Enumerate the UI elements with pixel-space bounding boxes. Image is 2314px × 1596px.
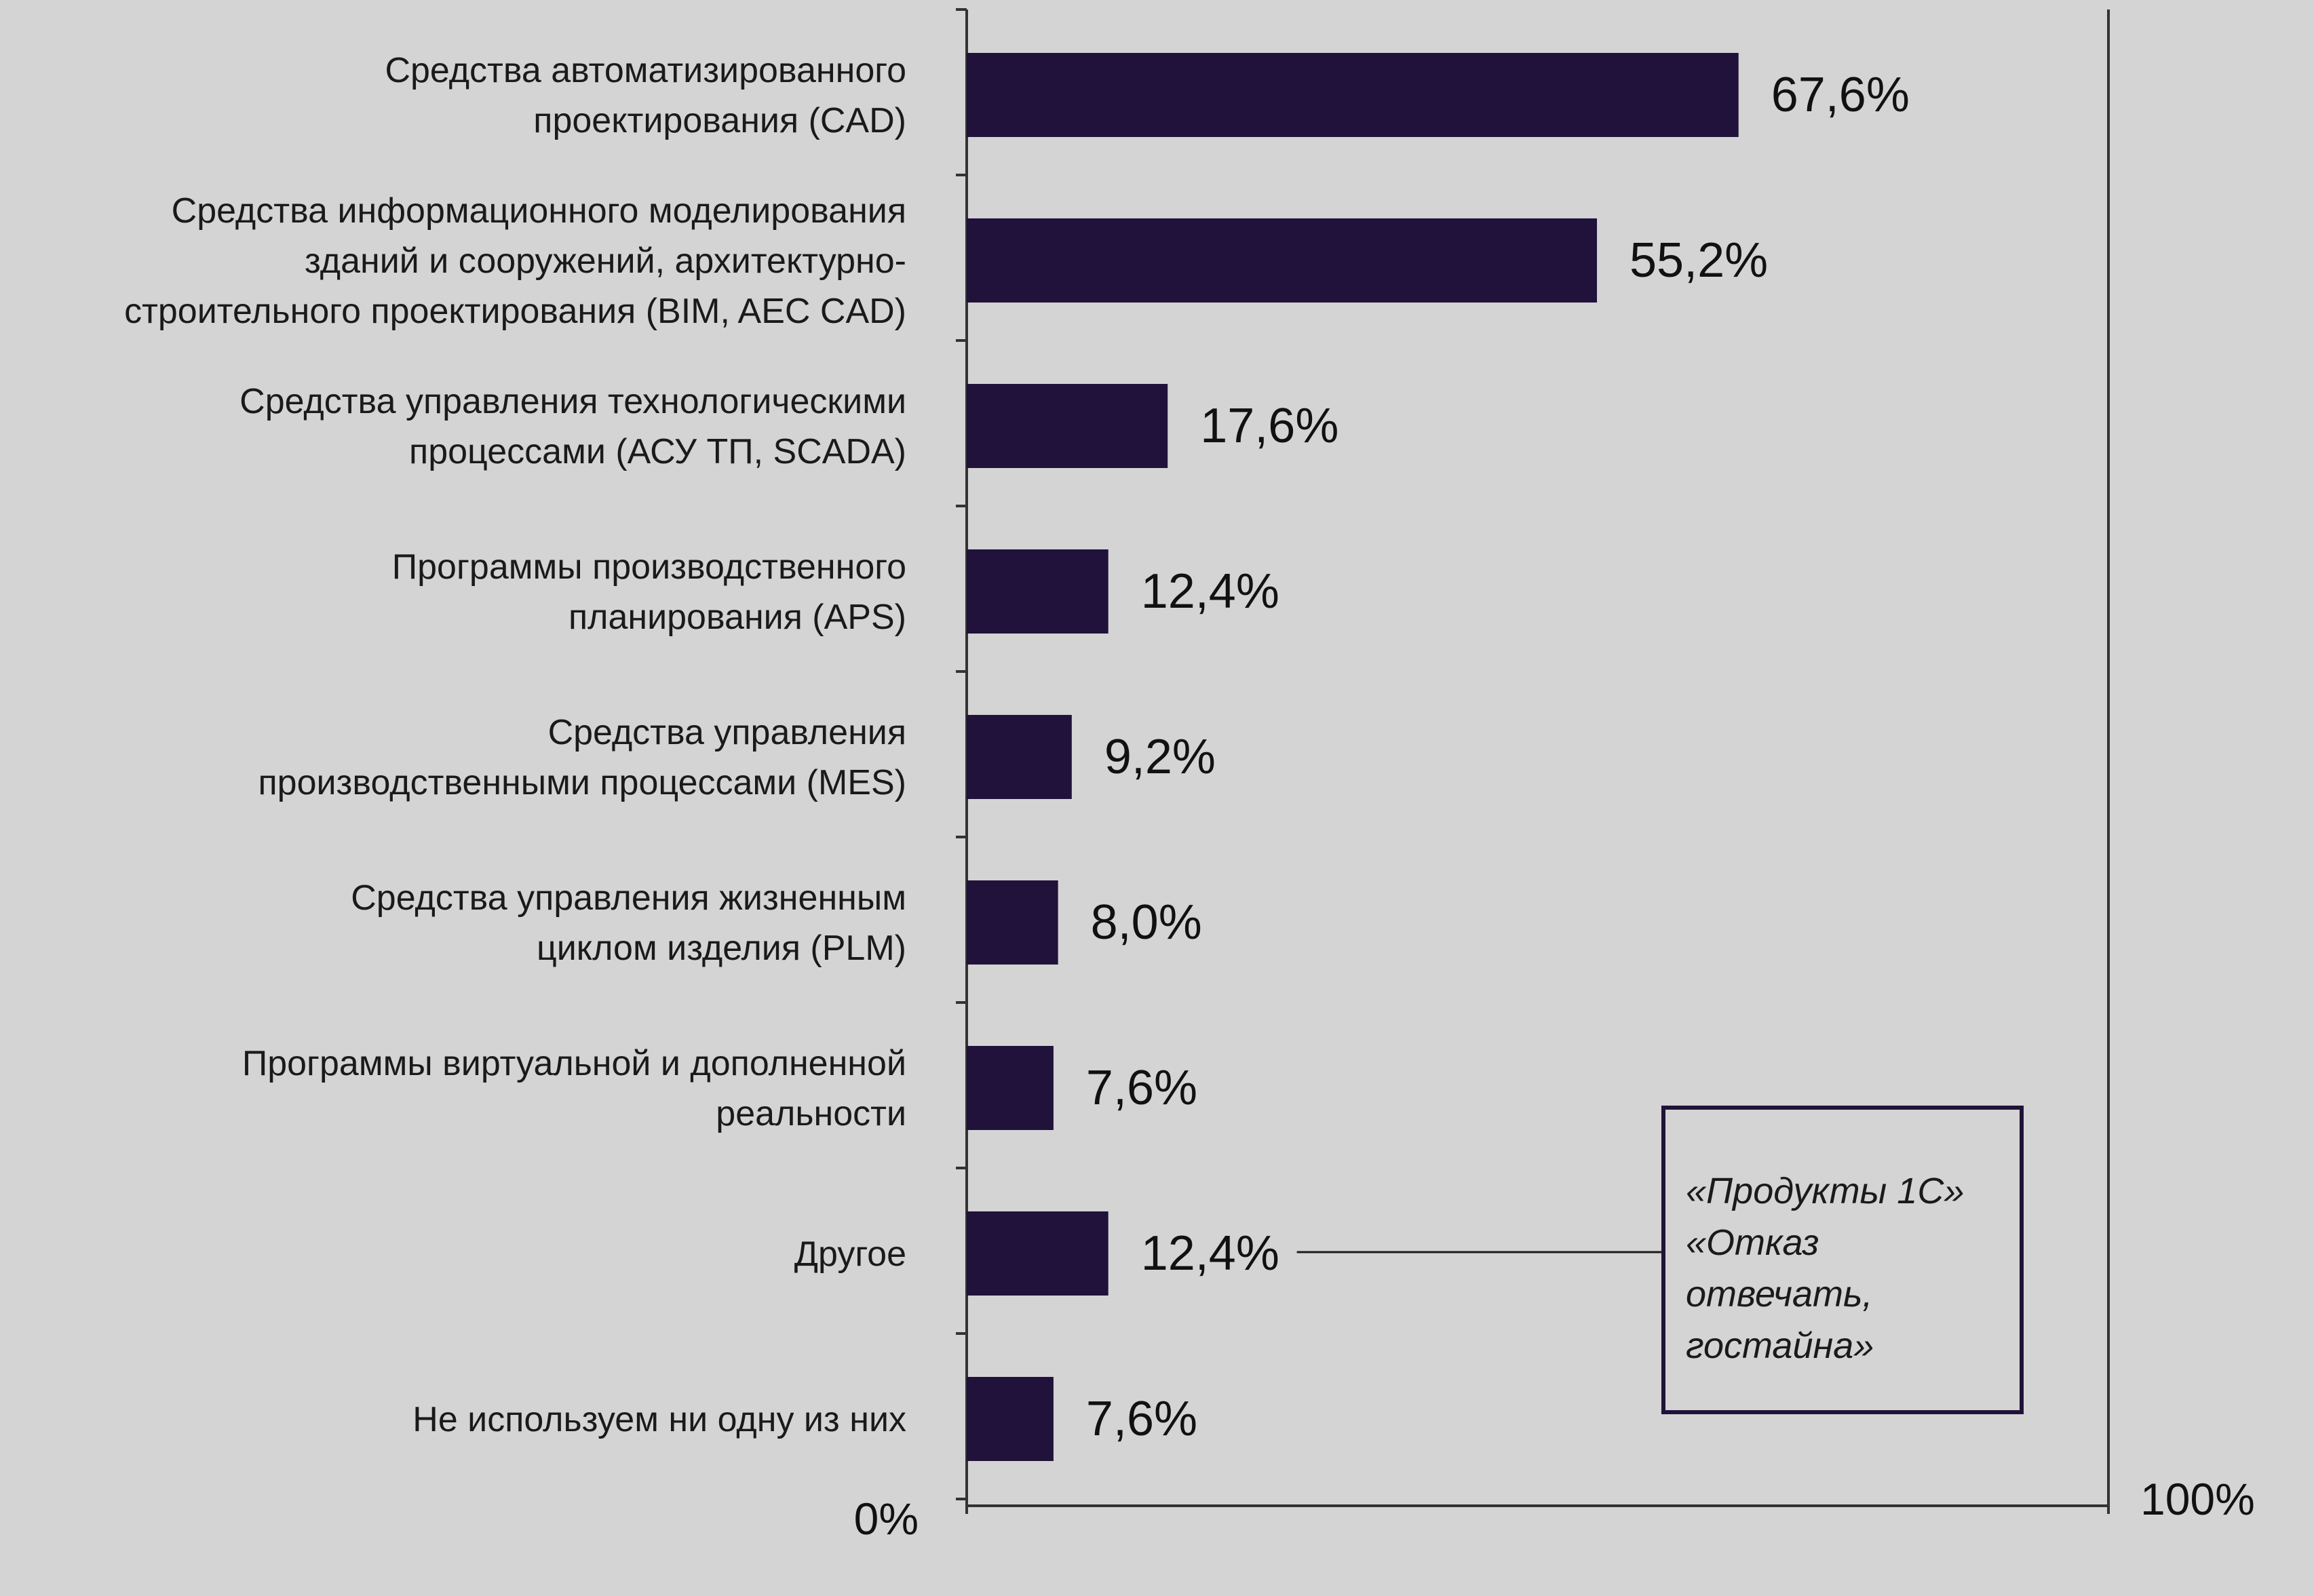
- category-label-line: Не используем ни одну из них: [412, 1400, 906, 1439]
- bar: [967, 53, 1739, 137]
- category-label-line: процессами (АСУ ТП, SCADA): [409, 432, 906, 471]
- value-label: 9,2%: [1104, 730, 1216, 784]
- category-label-line: реальности: [716, 1094, 906, 1133]
- category-label-line: производственными процессами (MES): [258, 763, 906, 802]
- category-label: Программы виртуальной и дополненной реаль…: [242, 1044, 906, 1133]
- value-label: 12,4%: [1141, 564, 1279, 619]
- value-label: 7,6%: [1086, 1061, 1197, 1115]
- bar: [967, 1211, 1108, 1296]
- category-label: Средства автоматизированного проектирован…: [385, 51, 906, 140]
- category-label-line: строительного проектирования (BIM, AEC C…: [124, 292, 906, 331]
- category-label: Средства управления технологическими проц…: [239, 382, 906, 471]
- labels-layer: 0% 100% 67,6% Средства автоматизированного п…: [124, 51, 2255, 1544]
- category-label: Не используем ни одну из них: [412, 1400, 906, 1439]
- value-label: 12,4%: [1141, 1226, 1279, 1281]
- annotation-line: «Отказ: [1686, 1222, 1819, 1263]
- value-label: 67,6%: [1771, 68, 1910, 122]
- bar: [967, 880, 1058, 965]
- category-label: Средства управления жизненным циклом изде…: [351, 878, 906, 968]
- category-label-line: Средства автоматизированного: [385, 51, 906, 90]
- category-label: Средства управления производственными про…: [258, 713, 906, 802]
- bar: [967, 715, 1072, 799]
- bar: [967, 384, 1168, 468]
- category-label-line: планирования (APS): [568, 598, 906, 637]
- category-label-line: проектирования (CAD): [533, 101, 906, 140]
- annotation-line: «Продукты 1С»: [1686, 1171, 1965, 1211]
- category-label: Средства информационного моделирования зд…: [124, 191, 906, 331]
- category-label-line: Средства управления технологическими: [239, 382, 906, 421]
- bar: [967, 1377, 1054, 1461]
- bar: [967, 549, 1108, 634]
- annotation-line: гостайна»: [1686, 1325, 1874, 1366]
- category-label: Другое: [794, 1234, 906, 1274]
- category-label: Программы производственного планирования …: [392, 547, 906, 637]
- category-label-line: Программы виртуальной и дополненной: [242, 1044, 906, 1083]
- category-label-line: Программы производственного: [392, 547, 906, 587]
- value-label: 55,2%: [1630, 233, 1768, 288]
- annotation-box: «Продукты 1С» «Отказ отвечать, гостайна»: [1661, 1106, 2024, 1414]
- value-label: 8,0%: [1091, 895, 1202, 950]
- value-label: 7,6%: [1086, 1392, 1197, 1446]
- axis-max-label: 100%: [2140, 1474, 2255, 1524]
- category-label-line: циклом изделия (PLM): [537, 929, 906, 968]
- axis-min-label: 0%: [854, 1494, 919, 1544]
- bar: [967, 218, 1598, 303]
- category-label-line: зданий и сооружений, архитектурно-: [305, 241, 906, 281]
- category-label-line: Средства управления: [548, 713, 906, 752]
- category-label-line: Другое: [794, 1234, 906, 1274]
- annotation-line: отвечать,: [1686, 1274, 1873, 1315]
- category-label-line: Средства управления жизненным: [351, 878, 906, 918]
- value-label: 17,6%: [1200, 399, 1338, 453]
- category-label-line: Средства информационного моделирования: [172, 191, 906, 231]
- bar: [967, 1046, 1054, 1130]
- bars-layer: [967, 53, 1739, 1461]
